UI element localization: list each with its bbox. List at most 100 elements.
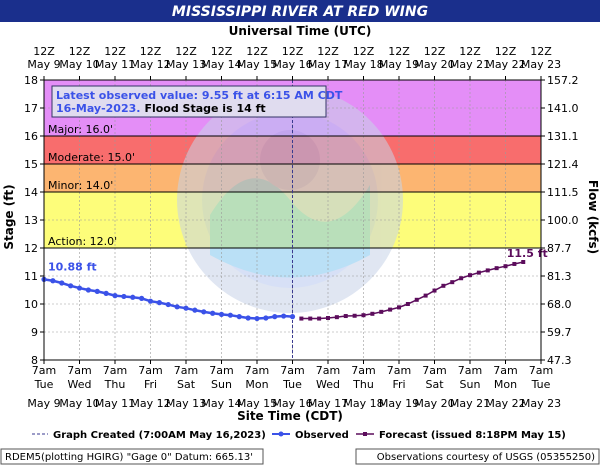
- forecast-point: [459, 276, 464, 281]
- observed-point: [272, 314, 278, 320]
- observed-point: [227, 312, 233, 318]
- legend-observed-marker: [278, 431, 284, 437]
- x-top-tick-time: 12Z: [104, 45, 126, 58]
- x-top-tick-date: May 17: [308, 58, 348, 71]
- x-bottom-tick-day: Wed: [316, 378, 340, 391]
- x-top-tick-time: 12Z: [69, 45, 91, 58]
- threshold-label-minor: Minor: 14.0': [48, 179, 113, 192]
- legend-observed-label: Observed: [295, 430, 349, 441]
- forecast-end-label: 11.5 ft: [507, 247, 548, 260]
- observed-start-label: 10.88 ft: [48, 260, 97, 273]
- latest-observed-line1: Latest observed value: 9.55 ft at 6:15 A…: [56, 89, 343, 102]
- latest-observed-box: Latest observed value: 9.55 ft at 6:15 A…: [51, 85, 343, 118]
- courtesy-text: Observations courtesy of USGS (05355250): [377, 452, 595, 463]
- forecast-point: [450, 280, 455, 285]
- x-bottom-tick-time: 7am: [32, 364, 56, 377]
- gage-info-text: RDEM5(plotting HGIRG) "Gage 0" Datum: 66…: [5, 452, 253, 463]
- x-top-tick-date: May 19: [379, 58, 419, 71]
- x-bottom-tick-day: Sat: [177, 378, 196, 391]
- threshold-label-action: Action: 12.0': [48, 235, 117, 248]
- forecast-point: [317, 316, 322, 321]
- observed-point: [210, 310, 216, 316]
- x-top-tick-time: 12Z: [246, 45, 268, 58]
- forecast-point: [343, 314, 348, 319]
- x-top-tick-time: 12Z: [353, 45, 375, 58]
- y2-tick-label: 100.0: [547, 214, 579, 227]
- x-bottom-tick-time: 7am: [458, 364, 482, 377]
- forecast-point: [494, 266, 499, 271]
- x-top-tick-date: May 18: [343, 58, 383, 71]
- y-tick-label: 14: [24, 186, 38, 199]
- observed-point: [103, 290, 109, 296]
- legend-forecast-label: Forecast (issued 8:18PM May 15): [379, 430, 566, 441]
- y-tick-label: 18: [24, 74, 38, 87]
- x-bottom-tick-day: Fri: [392, 378, 405, 391]
- observed-point: [174, 304, 180, 310]
- forecast-point: [476, 270, 481, 275]
- x-bottom-tick-date: May 12: [130, 397, 170, 410]
- forecast-point: [397, 305, 401, 310]
- x-bottom-tick-date: May 14: [201, 397, 241, 410]
- x-bottom-tick-date: May 16: [272, 397, 312, 410]
- observed-point: [85, 287, 91, 293]
- forecast-point: [379, 309, 384, 314]
- y2-tick-label: 131.1: [547, 130, 579, 143]
- x-bottom-tick-time: 7am: [422, 364, 446, 377]
- x-top-tick-date: May 9: [27, 58, 60, 71]
- top-axis-title: Universal Time (UTC): [229, 24, 372, 38]
- y2-tick-label: 47.3: [547, 354, 572, 367]
- x-top-tick-date: May 20: [414, 58, 454, 71]
- x-bottom-tick-day: Mon: [245, 378, 268, 391]
- forecast-point: [503, 264, 508, 269]
- observed-point: [192, 307, 198, 313]
- x-bottom-tick-time: 7am: [103, 364, 127, 377]
- forecast-point: [370, 311, 375, 316]
- x-bottom-tick-date: May 18: [343, 397, 383, 410]
- y-tick-label: 13: [24, 214, 38, 227]
- x-top-tick-time: 12Z: [495, 45, 517, 58]
- x-top-tick-date: May 13: [166, 58, 206, 71]
- x-bottom-tick-time: 7am: [280, 364, 304, 377]
- y2-tick-label: 121.4: [547, 158, 579, 171]
- x-bottom-tick-day: Tue: [531, 378, 551, 391]
- threshold-label-major: Major: 16.0': [48, 123, 113, 136]
- x-bottom-tick-day: Thu: [104, 378, 126, 391]
- threshold-label-moderate: Moderate: 15.0': [48, 151, 135, 164]
- x-top-tick-time: 12Z: [140, 45, 162, 58]
- observed-point: [263, 315, 269, 321]
- x-bottom-tick-time: 7am: [493, 364, 517, 377]
- forecast-point: [423, 293, 428, 298]
- forecast-point: [432, 288, 437, 293]
- x-top-tick-time: 12Z: [175, 45, 197, 58]
- x-bottom-tick-day: Tue: [34, 378, 54, 391]
- x-bottom-tick-time: 7am: [67, 364, 91, 377]
- observed-point: [121, 293, 127, 300]
- x-bottom-tick-date: May 20: [414, 397, 454, 410]
- flood-stage-note: Flood Stage is 14 ft: [144, 102, 265, 115]
- x-top-tick-date: May 10: [59, 58, 99, 71]
- x-bottom-tick-time: 7am: [245, 364, 269, 377]
- x-bottom-tick-time: 7am: [209, 364, 233, 377]
- x-bottom-tick-day: Mon: [494, 378, 517, 391]
- x-top-tick-time: 12Z: [530, 45, 552, 58]
- observed-point: [201, 309, 207, 315]
- observed-point: [112, 293, 118, 299]
- y-tick-label: 15: [24, 158, 38, 171]
- title-bar: [0, 0, 600, 22]
- y-tick-label: 16: [24, 130, 38, 143]
- chart-title: MISSISSIPPI RIVER AT RED WING: [172, 4, 428, 20]
- x-top-tick-date: May 23: [521, 58, 561, 71]
- forecast-point: [388, 307, 393, 312]
- x-bottom-tick-day: Thu: [352, 378, 374, 391]
- x-top-tick-date: May 21: [450, 58, 490, 71]
- legend-created-label: Graph Created (7:00AM May 16,2023): [53, 430, 266, 441]
- x-bottom-tick-day: Tue: [282, 378, 302, 391]
- x-bottom-tick-date: May 17: [308, 397, 348, 410]
- y-tick-label: 8: [31, 354, 38, 367]
- x-bottom-tick-date: May 23: [521, 397, 561, 410]
- x-bottom-tick-date: May 15: [237, 397, 277, 410]
- observed-point: [94, 288, 100, 294]
- x-top-tick-date: May 22: [485, 58, 525, 71]
- y2-tick-label: 59.7: [547, 326, 572, 339]
- latest-observed-line2: 16-May-2023. Flood Stage is 14 ft: [56, 102, 266, 115]
